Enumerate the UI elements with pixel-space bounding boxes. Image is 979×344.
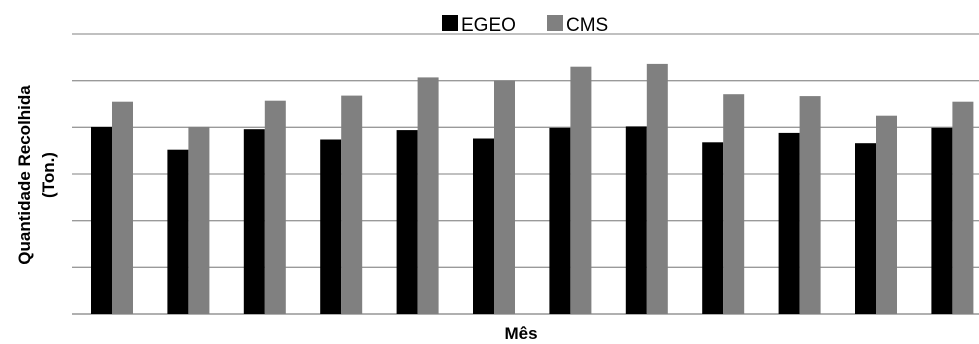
legend: EGEO CMS [442, 15, 608, 36]
bar-egeo-9 [702, 142, 724, 314]
bar-egeo-11 [855, 143, 876, 314]
bar-cms-3 [264, 100, 286, 314]
bar-cms-11 [876, 115, 897, 314]
y-axis-title-line-1: Quantidade Recolhida [15, 85, 34, 265]
legend-label-egeo: EGEO [461, 15, 516, 36]
bar-cms-10 [799, 96, 821, 314]
bar-egeo-10 [778, 132, 800, 314]
bar-egeo-3 [243, 129, 265, 314]
bar-egeo-2 [167, 149, 189, 314]
bar-egeo-7 [549, 127, 571, 314]
legend-label-cms: CMS [566, 15, 608, 36]
bar-cms-5 [417, 77, 439, 315]
bars [91, 63, 974, 315]
legend-swatch-cms [547, 15, 563, 31]
bar-egeo-5 [396, 130, 418, 314]
bar-cms-6 [494, 80, 515, 314]
bar-egeo-12 [931, 127, 953, 314]
bar-cms-8 [646, 63, 668, 315]
bar-cms-9 [723, 94, 745, 314]
bar-cms-4 [341, 95, 363, 314]
legend-swatch-egeo [442, 15, 458, 31]
x-axis-title: Mês [504, 324, 537, 343]
bar-cms-2 [188, 126, 210, 315]
bar-cms-12 [952, 101, 974, 314]
bar-cms-7 [570, 66, 592, 314]
bar-egeo-1 [91, 126, 112, 315]
bar-egeo-8 [625, 126, 647, 315]
y-axis-title-line-2: (Ton.) [39, 152, 58, 198]
bar-cms-1 [112, 101, 133, 314]
bar-egeo-6 [473, 138, 494, 314]
gridlines [72, 33, 979, 315]
bar-egeo-4 [320, 139, 342, 314]
